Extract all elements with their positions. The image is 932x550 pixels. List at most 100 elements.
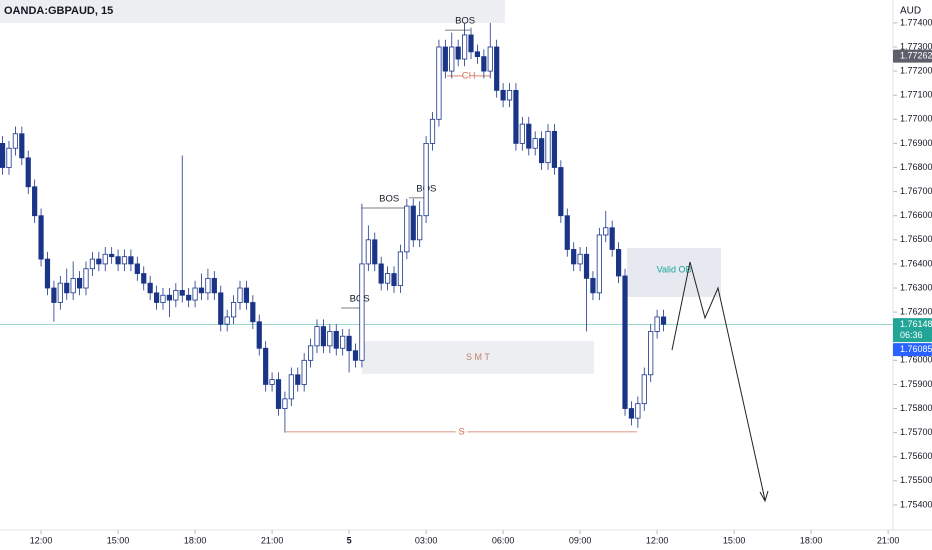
- candle-body: [641, 374, 647, 405]
- candle-body: [96, 258, 102, 265]
- candle-body: [429, 118, 436, 144]
- candle-body: [622, 275, 628, 409]
- candle-body: [590, 277, 596, 294]
- y-tick-label: 1.76500: [900, 234, 932, 244]
- candle-body: [461, 34, 468, 60]
- candle-body: [487, 46, 493, 72]
- candle-body: [237, 287, 243, 303]
- candle-body: [320, 326, 327, 347]
- price-tag-label: 1.76085: [900, 344, 932, 354]
- candle-body: [397, 251, 404, 287]
- candle-body: [352, 350, 359, 361]
- y-tick-label: 1.76900: [900, 138, 932, 148]
- candle-body: [173, 290, 179, 301]
- zone-label: S M T: [466, 352, 490, 362]
- x-tick-label: 18:00: [184, 535, 207, 545]
- zone: [0, 0, 505, 23]
- x-tick-label: 15:00: [723, 535, 746, 545]
- candle-body: [417, 215, 423, 241]
- x-tick-label: 21:00: [261, 535, 284, 545]
- zone: [627, 248, 722, 297]
- y-tick-label: 1.76200: [900, 306, 932, 316]
- candle-body: [89, 258, 96, 270]
- candle-body: [506, 89, 513, 101]
- candle-body: [596, 234, 602, 294]
- candle-body: [494, 46, 500, 91]
- y-tick-label: 1.76400: [900, 258, 932, 268]
- main-layer: BOSBOSBOSBOSCHS1.774001.773001.772001.77…: [0, 16, 932, 545]
- candle-body: [102, 253, 108, 265]
- candle-body: [6, 147, 12, 168]
- candle-body: [192, 287, 198, 301]
- candle-body: [295, 374, 301, 385]
- candle-body: [603, 227, 609, 236]
- candle-body: [314, 326, 320, 347]
- x-tick-label: 21:00: [877, 535, 900, 545]
- candle-body: [141, 273, 147, 284]
- candle-body: [474, 51, 481, 58]
- candle-body: [564, 215, 570, 250]
- candle-body: [583, 253, 590, 279]
- x-tick-label: 12:00: [646, 535, 669, 545]
- candle-body: [654, 316, 660, 332]
- candle-body: [186, 294, 192, 301]
- candle-body: [481, 56, 487, 72]
- candle-body: [198, 287, 205, 294]
- zones-layer: S M T Valid OB: [0, 0, 893, 374]
- candle-body: [218, 292, 224, 325]
- candle-body: [256, 321, 262, 349]
- y-tick-label: 1.76300: [900, 282, 932, 292]
- candle-body: [577, 253, 583, 265]
- candle-body: [12, 133, 19, 149]
- projection-arrowhead: [759, 490, 769, 503]
- candle-body: [545, 130, 551, 164]
- x-tick-label: 06:00: [492, 535, 515, 545]
- y-tick-label: 1.75600: [900, 451, 932, 461]
- candle-body: [134, 263, 140, 274]
- candle-body: [51, 287, 57, 303]
- candle-body: [32, 186, 38, 217]
- candle-body: [513, 89, 519, 144]
- candle-body: [359, 263, 365, 361]
- x-tick-label: 09:00: [569, 535, 592, 545]
- y-tick-label: 1.75400: [900, 499, 932, 509]
- candle-body: [83, 268, 89, 289]
- y-tick-label: 1.75800: [900, 403, 932, 413]
- candle-body: [288, 374, 294, 400]
- price-tag-label: 1.77262: [900, 51, 932, 61]
- candle-body: [166, 294, 173, 301]
- candle-body: [230, 302, 237, 318]
- candle-body: [455, 46, 461, 60]
- candle-body: [404, 205, 410, 253]
- zone-label: Valid OB: [657, 264, 692, 274]
- candle-body: [301, 359, 307, 385]
- candle-body: [243, 287, 250, 303]
- price-tag-countdown: 06:36: [900, 330, 923, 340]
- candle-body: [449, 46, 455, 72]
- candle-body: [38, 215, 44, 260]
- y-tick-label: 1.76600: [900, 210, 932, 220]
- y-tick-label: 1.76000: [900, 355, 932, 365]
- candle-body: [532, 138, 538, 149]
- candle-body: [307, 345, 314, 361]
- candle-body: [269, 379, 275, 385]
- candle-body: [64, 282, 70, 294]
- candle-body: [109, 253, 115, 258]
- candle-body: [275, 379, 282, 409]
- candle-body: [179, 290, 185, 296]
- candle-body: [340, 335, 346, 349]
- candle-body: [346, 335, 352, 352]
- candle-body: [391, 273, 397, 287]
- level-label: BOS: [455, 16, 475, 27]
- y-tick-label: 1.75500: [900, 475, 932, 485]
- candle-body: [263, 347, 269, 385]
- candle-body: [76, 277, 83, 289]
- candle-body: [205, 277, 211, 294]
- candle-body: [282, 398, 288, 409]
- candle-body: [526, 123, 532, 149]
- price-tag: [893, 343, 932, 357]
- candle-body: [648, 331, 654, 376]
